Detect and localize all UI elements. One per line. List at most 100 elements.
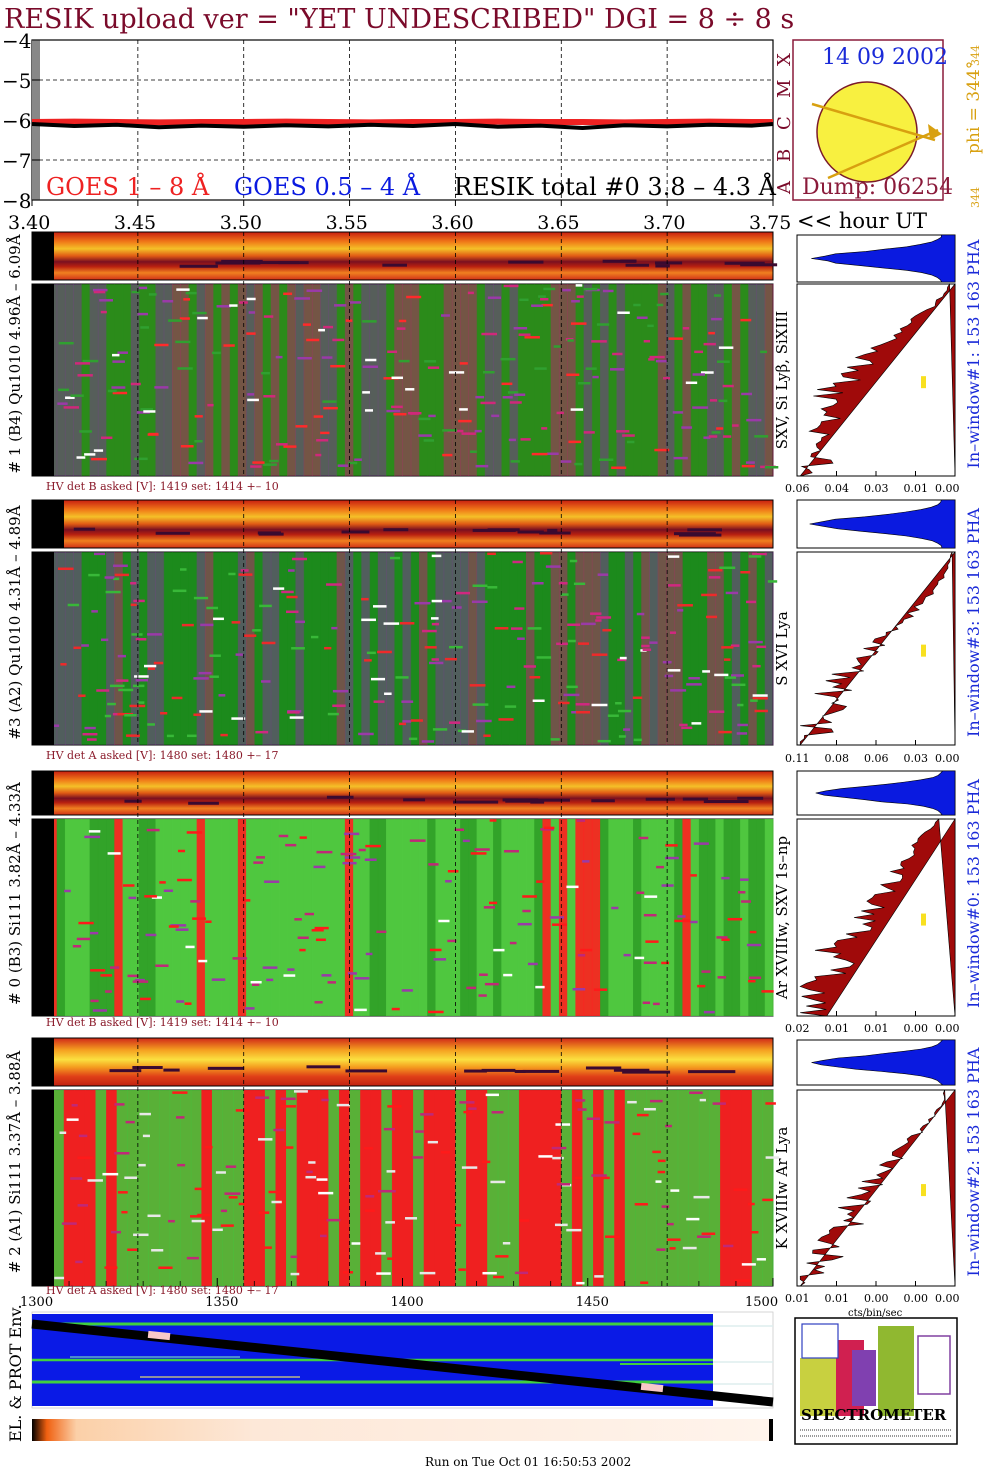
channel-3-spec-dash-70 — [258, 1211, 270, 1214]
channel-0-spec-col-50 — [443, 284, 453, 476]
channel-1-spec-col-55 — [484, 552, 494, 745]
channel-2-spec-col-37 — [336, 819, 346, 1016]
channel-3-spec-dash-55 — [343, 1271, 354, 1274]
channel-2-spec-col-59 — [517, 819, 527, 1016]
channel-2-spec-dash-113 — [185, 945, 195, 949]
channel-1-spec-dash-177 — [286, 610, 299, 614]
channel-1-spec-dash-60 — [514, 607, 525, 610]
channel-0-heat-fleck-9 — [654, 261, 683, 265]
channel-1-spec-dash-2 — [193, 596, 209, 600]
bottom-axis: 1300 1350 1400 1450 1500 — [20, 1278, 778, 1310]
phi-line-1 — [811, 102, 936, 142]
channel-1-spec-dash-27 — [431, 617, 439, 620]
channel-0-spec-dash-35 — [459, 408, 468, 411]
channel-0-spec-dash-5 — [82, 359, 99, 363]
channel-0-hv-text: HV det B asked [V]: 1419 set: 1414 +– 10 — [46, 480, 279, 493]
channel-0-spec-dash-119 — [685, 381, 698, 385]
channel-2-spec-dash-79 — [168, 925, 179, 928]
channel-0-spec-dash-103 — [541, 427, 548, 430]
channel-2-left-label: # 0 (B3) Si111 3.82Å – 4.33Å — [6, 782, 24, 1005]
channel-3-spec-col-68 — [751, 1090, 763, 1286]
channel-1-spec-dash-23 — [730, 644, 740, 647]
channel-2-spec-col-86 — [740, 819, 749, 1016]
channel-1-heat-fleck-10 — [257, 531, 281, 535]
channel-0-spec-dash-86 — [500, 357, 516, 361]
channel-0-spec-dash-169 — [315, 453, 322, 457]
channel-1-spec-col-28 — [262, 552, 272, 745]
channel-3-spec-dash-15 — [383, 1127, 395, 1131]
channel-1-spec-dash-53 — [567, 623, 581, 626]
env-bar-end — [769, 1419, 773, 1441]
channel-0-heat-fleck-4 — [602, 259, 636, 263]
channel-3-spec-col-48 — [540, 1090, 552, 1286]
channel-2-spec-dash-39 — [611, 906, 619, 910]
channel-2-spec-dash-20 — [253, 861, 264, 864]
channel-1-spec-col-16 — [163, 552, 173, 745]
channel-2-spec-dash-158 — [401, 989, 413, 992]
channel-1-spec-dash-107 — [383, 622, 400, 625]
legend-goes-1-8: GOES 1 – 8 Å — [46, 172, 210, 201]
channel-3-spec-dash-140 — [235, 1109, 250, 1112]
channel-0-spec-dash-72 — [459, 362, 468, 365]
channel-3-spec-col-12 — [159, 1090, 171, 1286]
channel-1-spec-col-33 — [303, 552, 313, 745]
channel-3-spec-dash-11 — [125, 1120, 135, 1124]
channel-3-spec-col-55 — [614, 1090, 626, 1286]
channel-1-spec-dash-185 — [370, 677, 386, 681]
channel-2-spec-dash-28 — [572, 987, 586, 991]
channel-0-spec-dash-139 — [709, 399, 718, 402]
channel-0-spec-col-60 — [526, 284, 535, 476]
channel-0-spec-dash-233 — [349, 301, 361, 304]
channel-1-spec-dash-14 — [740, 570, 751, 574]
channel-1-spec-dash-213 — [181, 623, 194, 627]
channel-0-spec-dash-117 — [148, 293, 157, 296]
channel-0-spec-col-76 — [657, 284, 667, 476]
channel-1-spec-col-88 — [756, 552, 766, 745]
channel-2-spec-dash-97 — [134, 978, 145, 982]
channel-1-spec-dash-66 — [667, 584, 681, 587]
channel-3-spec-col-27 — [317, 1090, 329, 1286]
channel-3-spec-col-26 — [307, 1090, 319, 1286]
channel-1-spec-dash-153 — [558, 701, 570, 705]
channel-2-spec-col-27 — [254, 819, 264, 1016]
channel-1-spec-col-19 — [188, 552, 198, 745]
channel-1-spec-dash-226 — [431, 599, 443, 603]
channel-0-spec-dash-46 — [391, 405, 403, 409]
channel-0-spec-dash-57 — [716, 427, 724, 430]
channel-3-spec-col-39 — [444, 1090, 456, 1286]
channel-1-spec-dash-55 — [578, 642, 590, 645]
channel-1-spec-dash-207 — [373, 700, 385, 703]
channel-1-spec-dash-92 — [180, 568, 187, 571]
channel-0-spec-dash-30 — [137, 312, 148, 316]
channel-0-spec-dash-52 — [261, 371, 270, 375]
channel-1-spec-dash-67 — [517, 637, 525, 640]
channel-1-heat-strip — [31, 499, 774, 549]
channel-0-spec-dash-39 — [194, 415, 203, 418]
channel-1-spec-col-37 — [336, 552, 346, 745]
channel-3-spec-dash-91 — [459, 1101, 475, 1104]
channel-1-heat-fleck-9 — [73, 527, 96, 531]
channel-0-spec-col-63 — [550, 284, 560, 476]
channel-0-spec-dash-42 — [84, 453, 96, 456]
channel-0-spec-dash-229 — [764, 465, 779, 469]
channel-2-spec-dash-112 — [522, 909, 531, 913]
channel-3-pha-top-profile — [811, 1039, 956, 1086]
channel-2-spec-col-76 — [657, 819, 667, 1016]
goes-class-C: C — [774, 116, 795, 130]
channel-2-spec-dash-21 — [90, 999, 99, 1003]
channel-2-spec-dash-85 — [107, 852, 121, 855]
channel-2-heat-fleck-0 — [326, 795, 354, 799]
channel-3-spec-dash-32 — [316, 1178, 328, 1181]
channel-1-line-label: S XVI Lya — [773, 611, 791, 685]
channel-1-spec-dash-122 — [209, 654, 221, 657]
channel-0-spec-dash-224 — [660, 292, 669, 296]
channel-1-pha-profile — [799, 551, 956, 746]
channel-1-spec-dash-192 — [752, 694, 768, 697]
channel-3-spec-col-40 — [455, 1090, 467, 1286]
time-tick-label-4: 3.60 — [431, 212, 473, 234]
channel-1-spec-col-27 — [254, 552, 264, 745]
channel-1-spec-col-42 — [377, 552, 387, 745]
channel-3-heat-dark-edge — [32, 1038, 54, 1086]
channel-2-spec-dash-27 — [522, 895, 537, 898]
channel-1-spec-dash-132 — [532, 699, 545, 702]
